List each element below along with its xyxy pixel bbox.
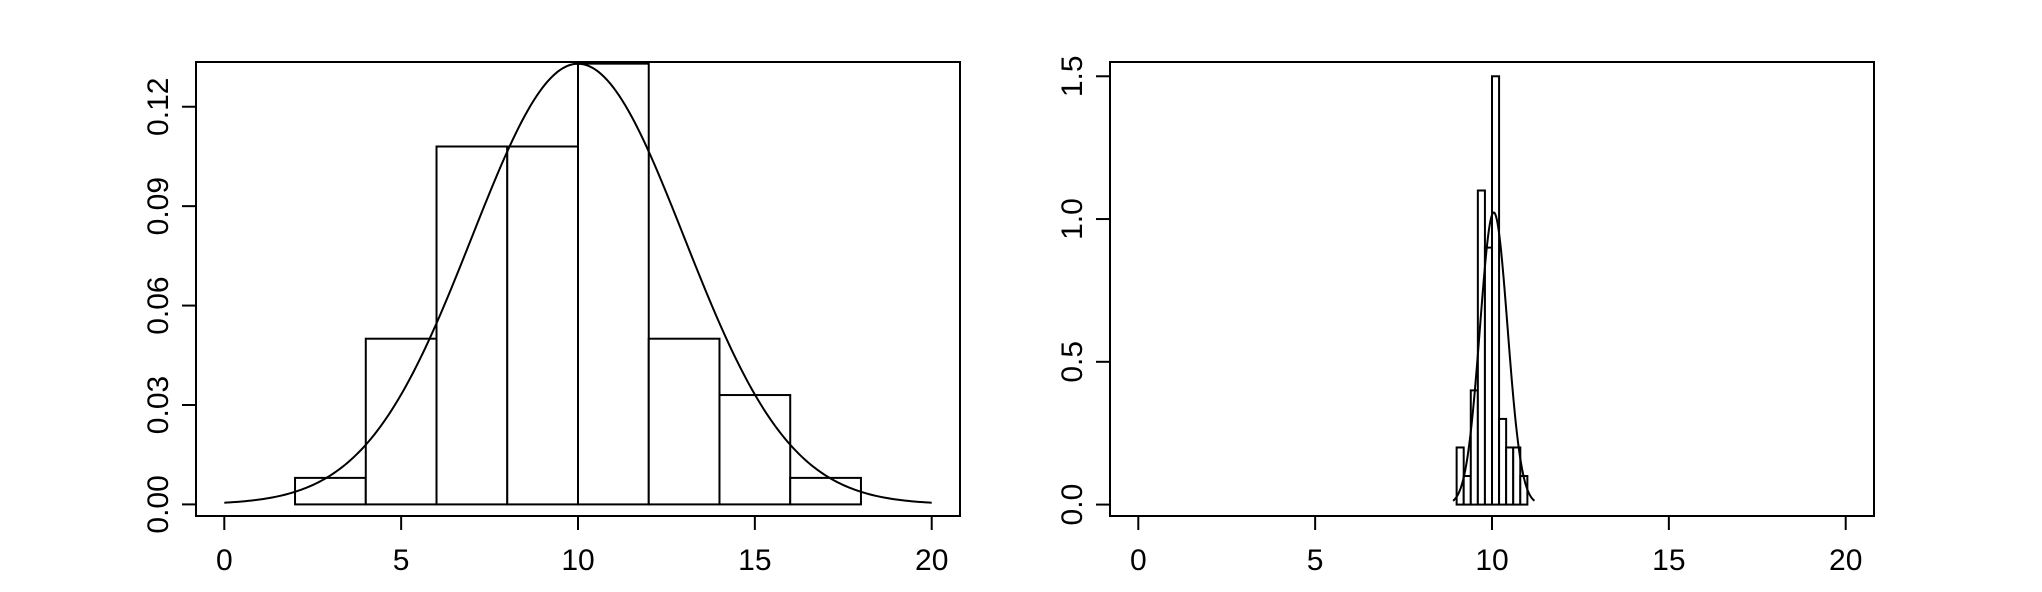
histogram-bar <box>577 62 650 506</box>
y-tick-label: 1.5 <box>1056 55 1089 97</box>
y-tick-label: 0.12 <box>142 78 175 136</box>
histogram-bar <box>647 337 721 506</box>
x-tick-label: 5 <box>1307 544 1324 577</box>
x-tick-label: 10 <box>1475 544 1508 577</box>
density-curve <box>1452 211 1536 502</box>
histogram-bar <box>1498 417 1508 506</box>
x-tick-label: 15 <box>738 544 771 577</box>
y-tick-label: 0.00 <box>142 475 175 533</box>
histogram-panel-right: 0 5 10 15 20 0.0 0.5 1.0 1.5 <box>1056 55 1875 577</box>
histogram-bar <box>1505 446 1515 506</box>
histogram-bar <box>718 394 792 506</box>
x-tick-label: 10 <box>561 544 594 577</box>
histogram-bar <box>1483 246 1493 506</box>
histogram-bar <box>294 476 367 506</box>
x-tick-label: 5 <box>393 544 410 577</box>
density-curve <box>224 62 932 504</box>
x-tick-label: 20 <box>915 544 948 577</box>
histogram-bar <box>1491 75 1501 506</box>
x-tick-label: 15 <box>1652 544 1685 577</box>
x-tick-label: 20 <box>1829 544 1862 577</box>
y-tick-label: 0.09 <box>142 177 175 235</box>
histogram-bar <box>1469 389 1479 506</box>
x-tick-label: 0 <box>216 544 233 577</box>
y-tick-label: 0.06 <box>142 276 175 334</box>
histogram-bar <box>435 145 509 506</box>
histogram-panel-left: 0 5 10 15 20 0.00 0.03 0.06 0.09 0.12 <box>142 61 961 577</box>
y-tick-label: 0.0 <box>1056 484 1089 526</box>
y-tick-label: 0.5 <box>1056 341 1089 383</box>
histogram-bar <box>506 145 579 506</box>
histogram-bar <box>789 476 862 506</box>
y-tick-label: 0.03 <box>142 376 175 434</box>
y-tick-label: 1.0 <box>1056 198 1089 240</box>
x-tick-label: 0 <box>1130 544 1147 577</box>
histogram-bar <box>364 337 438 506</box>
histogram-bar <box>1462 475 1472 506</box>
